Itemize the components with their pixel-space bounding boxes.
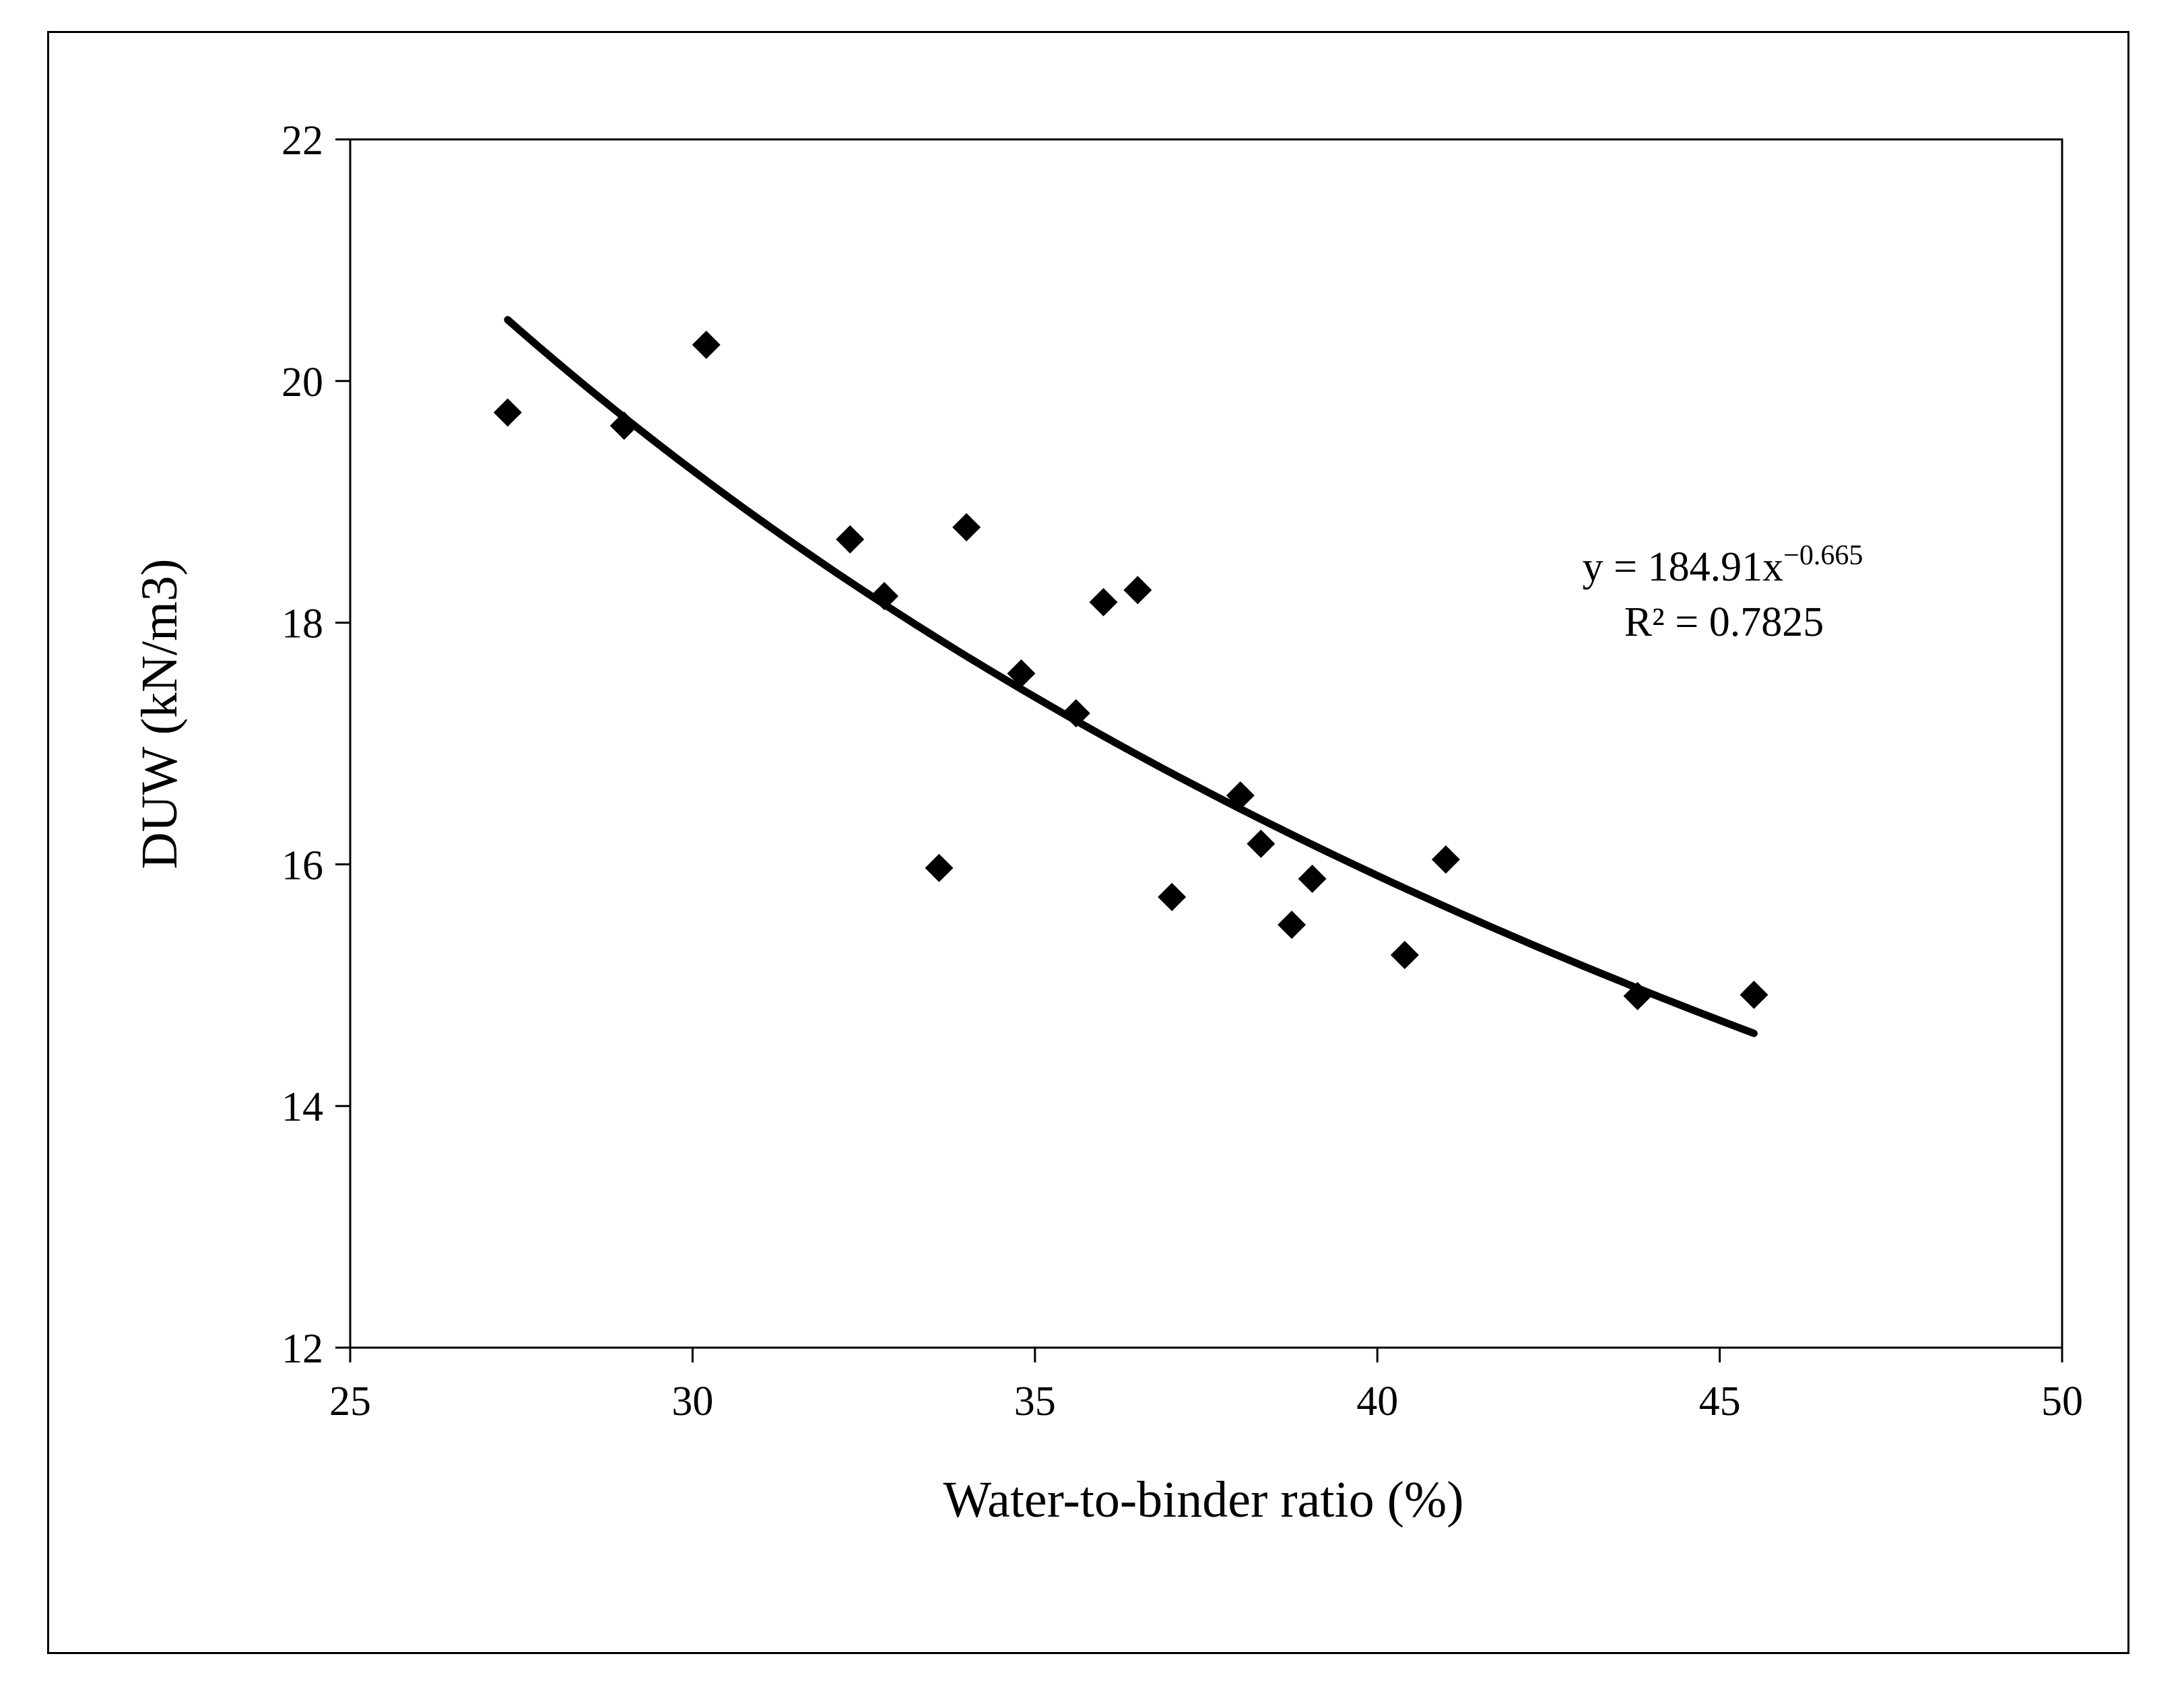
plot-area [349,138,2063,1349]
data-point [1123,576,1152,605]
data-point [836,525,865,554]
x-axis-title: Water-to-binder ratio (%) [943,1472,1463,1528]
data-point [1278,911,1306,940]
x-tick-label: 45 [1699,1379,1741,1424]
x-axis-ticks: 25 30 35 40 45 50 [329,1348,2083,1424]
chart-frame [47,31,2129,1654]
data-point [1007,659,1036,688]
data-point [1226,781,1255,810]
equation-base: y = 184.91x [1583,544,1783,590]
data-point [925,853,954,882]
y-tick-label: 22 [282,118,323,164]
data-point [609,411,638,440]
data-point [1158,882,1187,911]
y-tick-label: 16 [282,843,323,888]
data-point [870,582,899,611]
y-tick-label: 14 [282,1084,323,1130]
power-trendline [504,316,1758,1037]
data-point [1247,829,1276,858]
data-point [1089,588,1118,617]
data-point [1061,699,1090,728]
data-point [1623,981,1652,1010]
x-tick-label: 25 [329,1379,371,1424]
x-tick-label: 35 [1014,1379,1056,1424]
data-point [1431,845,1460,874]
data-point [1298,864,1327,893]
data-point [692,330,721,359]
x-tick-label: 30 [671,1379,713,1424]
equation-exponent: −0.665 [1783,540,1863,571]
y-axis-title: DUW (kN/m3) [131,559,188,869]
data-points [493,330,1768,1010]
data-point [1390,940,1419,969]
y-tick-label: 20 [282,360,323,405]
x-tick-label: 40 [1356,1379,1398,1424]
data-point [1740,981,1768,1010]
y-tick-label: 12 [282,1326,323,1372]
y-tick-label: 18 [282,601,323,647]
y-axis-ticks: 12 14 16 18 20 22 [282,118,350,1372]
trendline-equation: y = 184.91x−0.665 [1583,540,1863,590]
data-point [952,513,981,541]
r-squared-label: R² = 0.7825 [1624,599,1824,645]
x-tick-label: 50 [2041,1379,2083,1424]
data-point [493,398,522,427]
